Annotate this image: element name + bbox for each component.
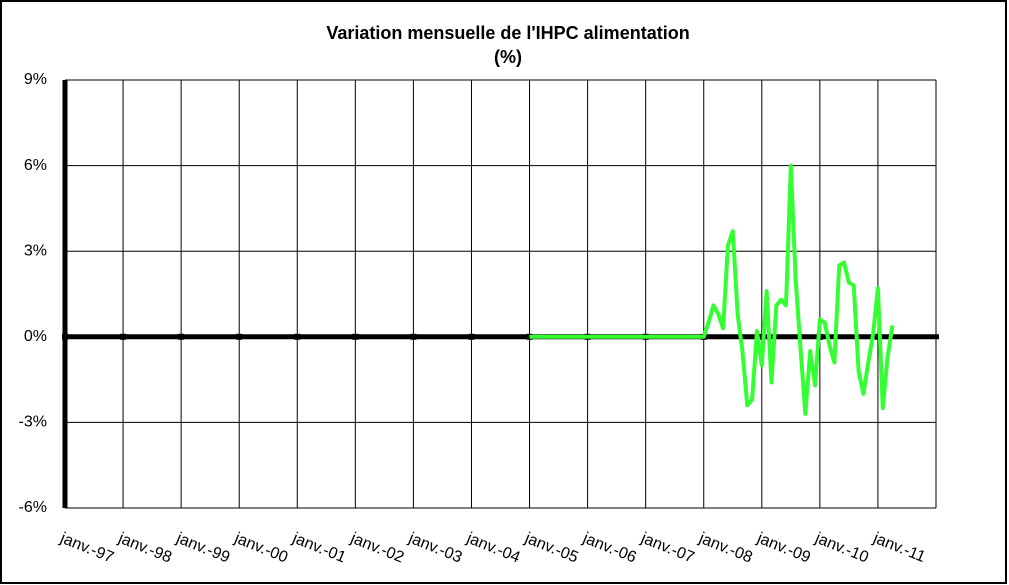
data-line — [529, 163, 895, 416]
y-tick-label: 9% — [24, 71, 47, 88]
chart-subtitle: (%) — [494, 47, 522, 67]
chart-title: Variation mensuelle de l'IHPC alimentati… — [326, 23, 689, 43]
y-tick-label: 6% — [24, 157, 47, 174]
y-tick-label: -3% — [19, 414, 47, 431]
y-tick-label: 0% — [24, 328, 47, 345]
y-tick-label: 3% — [24, 242, 47, 259]
y-tick-label: -6% — [19, 499, 47, 516]
